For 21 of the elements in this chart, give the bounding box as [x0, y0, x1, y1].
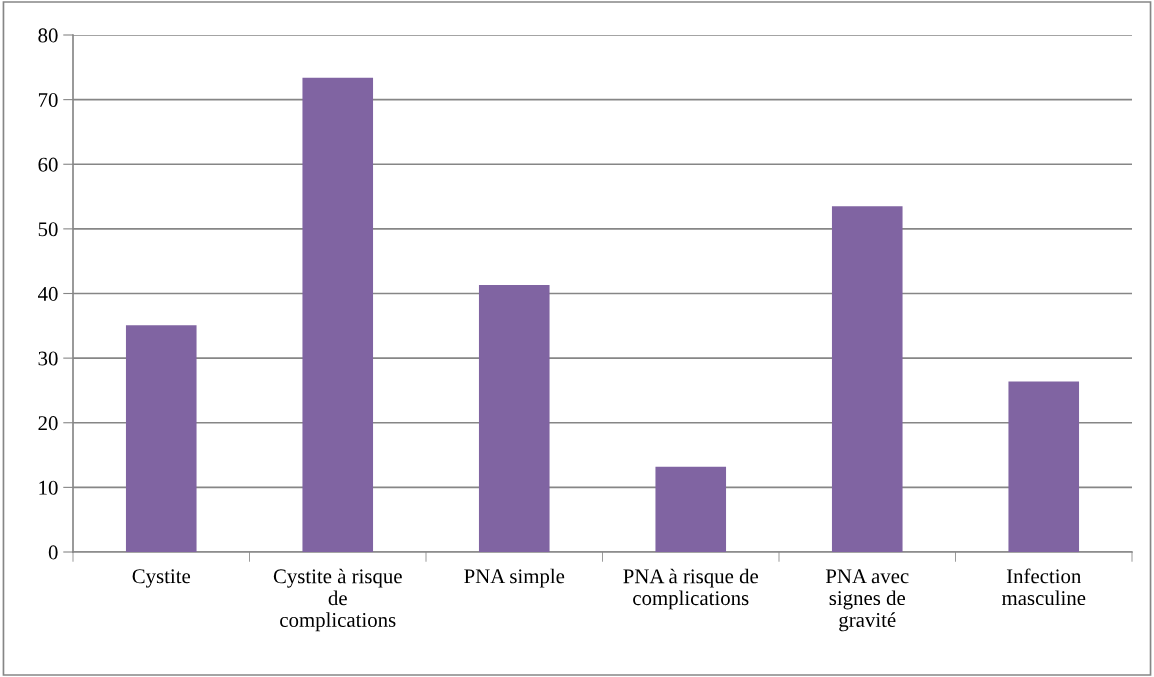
x-tick-label: Infection masculine	[1001, 568, 1086, 606]
bar	[125, 325, 197, 552]
y-tick-label: 30	[38, 351, 58, 366]
x-tick-label: Cystite à risque de complications	[273, 568, 402, 632]
y-tick-label: 40	[37, 286, 58, 301]
x-tick-label: PNA avec signes de gravité	[825, 569, 909, 632]
x-tick-label: PNA simple	[464, 568, 565, 588]
y-tick-label: 50	[38, 222, 58, 237]
y-tick-label: 20	[38, 416, 58, 431]
x-tick-label: Cystite	[132, 569, 191, 588]
bar	[478, 285, 550, 552]
x-tick-label: PNA à risque de complications	[623, 568, 759, 610]
y-tick-label: 0	[48, 545, 58, 560]
y-tick-label: 10	[39, 480, 58, 495]
y-tick-label: 70	[38, 93, 58, 108]
bar	[1008, 381, 1080, 552]
y-tick-label: 80	[38, 28, 58, 43]
bar	[302, 77, 374, 552]
y-tick-label: 60	[38, 157, 58, 172]
bar	[831, 206, 903, 552]
bar	[655, 466, 727, 552]
